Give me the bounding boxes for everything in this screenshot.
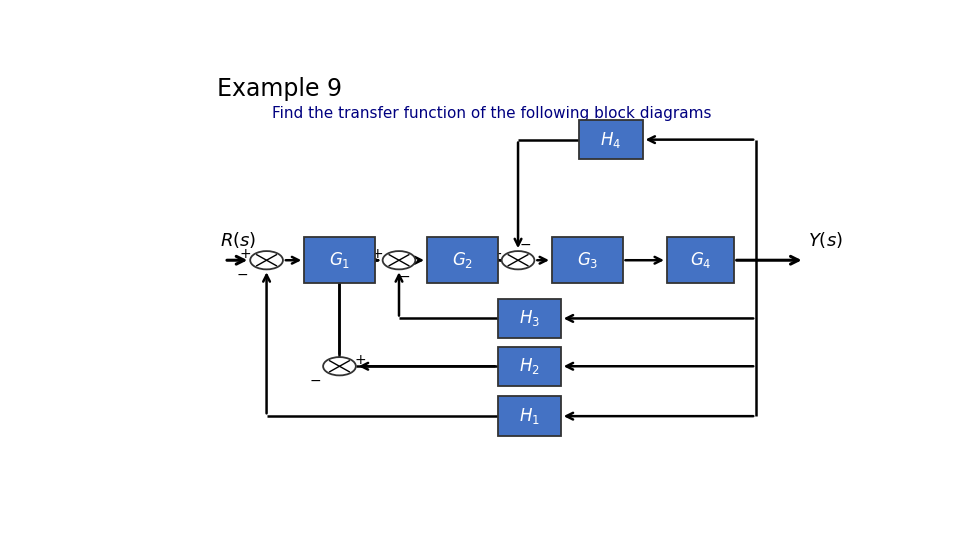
Text: $G_4$: $G_4$ [689, 250, 711, 270]
Text: $H_1$: $H_1$ [518, 406, 540, 426]
Text: $H_3$: $H_3$ [518, 308, 540, 328]
FancyBboxPatch shape [497, 396, 561, 436]
Circle shape [251, 251, 283, 269]
Circle shape [502, 251, 535, 269]
Text: $G_1$: $G_1$ [329, 250, 350, 270]
Text: +: + [372, 247, 384, 261]
Text: +: + [355, 353, 367, 367]
Text: $-$: $-$ [236, 267, 248, 281]
Text: Example 9: Example 9 [217, 77, 342, 102]
FancyBboxPatch shape [497, 347, 561, 386]
FancyBboxPatch shape [497, 299, 561, 338]
Text: $-$: $-$ [518, 237, 531, 251]
FancyBboxPatch shape [552, 238, 623, 283]
FancyBboxPatch shape [427, 238, 497, 283]
Text: $G_3$: $G_3$ [577, 250, 598, 270]
Circle shape [383, 251, 416, 269]
Text: +: + [491, 247, 503, 261]
Text: $H_2$: $H_2$ [518, 356, 540, 376]
FancyBboxPatch shape [304, 238, 374, 283]
Circle shape [324, 357, 356, 375]
Text: $-$: $-$ [309, 373, 321, 387]
Text: $G_2$: $G_2$ [451, 250, 473, 270]
Text: Find the transfer function of the following block diagrams: Find the transfer function of the follow… [273, 106, 711, 122]
Text: $Y(s)$: $Y(s)$ [808, 230, 843, 250]
FancyBboxPatch shape [580, 120, 642, 159]
FancyBboxPatch shape [667, 238, 733, 283]
Text: $H_4$: $H_4$ [600, 130, 622, 150]
Text: $-$: $-$ [397, 269, 410, 283]
Text: $R(s)$: $R(s)$ [221, 230, 257, 250]
Text: +: + [239, 247, 252, 261]
